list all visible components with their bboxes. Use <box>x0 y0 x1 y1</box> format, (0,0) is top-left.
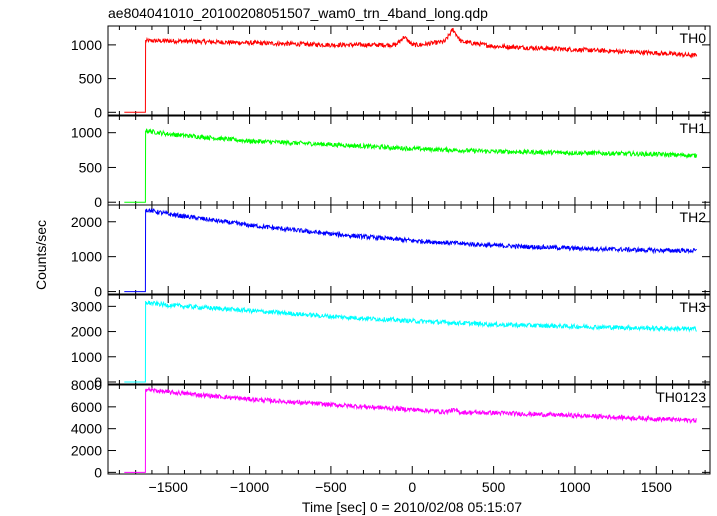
x-tick-label: 500 <box>482 479 506 495</box>
y-tick-label: 2000 <box>71 324 102 340</box>
x-tick-label: 1500 <box>641 479 672 495</box>
x-tick-label: −500 <box>315 479 347 495</box>
panel-label-th1: TH1 <box>680 120 707 136</box>
y-tick-label: 0 <box>94 194 102 210</box>
panel-label-th2: TH2 <box>680 209 707 225</box>
y-tick-label: 0 <box>94 284 102 300</box>
panel-frame-th0123 <box>107 384 711 475</box>
panel-label-th0123: TH0123 <box>656 389 706 405</box>
y-tick-label: 1000 <box>71 125 102 141</box>
x-tick-label: 1000 <box>559 479 590 495</box>
y-axis-label: Counts/sec <box>33 220 49 290</box>
y-tick-label: 3000 <box>71 298 102 314</box>
panel-frame-th3 <box>107 294 711 385</box>
chart-title: ae804041010_20100208051507_wam0_trn_4ban… <box>108 5 488 21</box>
series-line-th2 <box>124 208 697 293</box>
panel-frame-th0 <box>107 25 711 116</box>
panel-label-th0: TH0 <box>680 30 707 46</box>
y-tick-label: 2000 <box>71 443 102 459</box>
panel-label-th3: TH3 <box>680 299 707 315</box>
y-tick-label: 500 <box>79 159 103 175</box>
series-line-th0123 <box>124 386 697 473</box>
y-tick-label: 1000 <box>71 37 102 53</box>
y-tick-label: 2000 <box>71 214 102 230</box>
series-line-th0 <box>124 27 698 113</box>
panels-group: 0 500 1000 TH0 0 500 1000 TH1 0 1000 2000 TH2 0 1000 2… <box>71 25 711 495</box>
x-axis-label: Time [sec] 0 = 2010/02/08 05:15:07 <box>302 499 522 515</box>
y-tick-label: 4000 <box>71 421 102 437</box>
x-tick-label: 0 <box>408 479 416 495</box>
x-tick-label: −1000 <box>230 479 270 495</box>
y-tick-label: 500 <box>79 71 103 87</box>
y-tick-label: 8000 <box>71 377 102 393</box>
panel-frame-th1 <box>107 115 711 206</box>
y-tick-label: 1000 <box>71 349 102 365</box>
series-line-th3 <box>124 299 697 383</box>
y-tick-label: 6000 <box>71 399 102 415</box>
x-tick-label: −1500 <box>149 479 189 495</box>
y-tick-label: 0 <box>94 104 102 120</box>
y-tick-label: 1000 <box>71 249 102 265</box>
y-tick-label: 0 <box>94 374 102 390</box>
y-tick-label: 0 <box>94 464 102 480</box>
series-line-th1 <box>124 128 698 203</box>
panel-frame-th2 <box>107 204 711 295</box>
